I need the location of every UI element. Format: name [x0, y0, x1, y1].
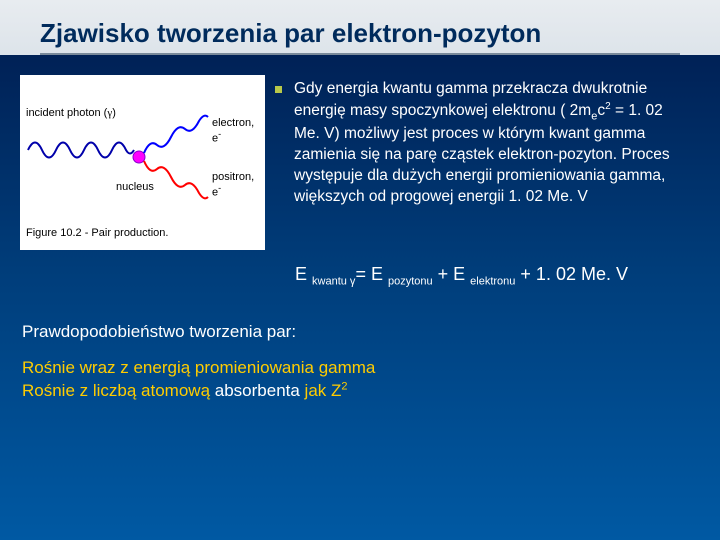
eq-plus1: + E: [433, 264, 471, 284]
bullet-item: Gdy energia kwantu gamma przekracza dwuk…: [275, 79, 690, 208]
label-nucleus: nucleus: [116, 181, 154, 193]
label-electron: electron, e-: [212, 117, 265, 145]
label-positron-sup: -: [218, 183, 221, 193]
nucleus-circle: [133, 151, 145, 163]
eq-E1: E: [295, 264, 312, 284]
prob-line-2: Rośnie z liczbą atomową absorbenta jak Z…: [22, 379, 720, 403]
bullet-text-mid1: c: [597, 102, 605, 119]
energy-equation: E kwantu γ= E pozytonu + E elektronu + 1…: [0, 250, 720, 288]
label-incident-photon: incident photon (γ): [26, 107, 116, 119]
prob-line2-sup: 2: [341, 381, 347, 393]
label-positron: positron, e-: [212, 171, 265, 199]
eq-sub-pozytonu: pozytonu: [388, 276, 433, 288]
probability-lines: Rośnie wraz z energią promieniowania gam…: [0, 342, 720, 404]
bullet-text: Gdy energia kwantu gamma przekracza dwuk…: [294, 79, 690, 208]
bullet-square-icon: [275, 86, 282, 93]
prob-line2-white: absorbenta: [210, 381, 305, 400]
label-incident-close: ): [112, 107, 116, 119]
figure-caption: Figure 10.2 - Pair production.: [26, 227, 168, 239]
eq-tail: + 1. 02 Me. V: [515, 264, 628, 284]
incident-photon-wave: [28, 143, 134, 158]
content-row: incident photon (γ) electron, e- nucleus…: [0, 55, 720, 250]
pair-production-figure: incident photon (γ) electron, e- nucleus…: [20, 75, 265, 250]
label-electron-sup: -: [218, 129, 221, 139]
figure-svg: [20, 75, 265, 250]
prob-line2-y2: jak Z: [305, 381, 342, 400]
eq-eq1: = E: [355, 264, 388, 284]
prob-line2-y1: Rośnie z liczbą atomową: [22, 381, 210, 400]
electron-wave: [144, 116, 208, 153]
title-bar: Zjawisko tworzenia par elektron-pozyton: [0, 0, 720, 55]
prob-line-1: Rośnie wraz z energią promieniowania gam…: [22, 356, 720, 380]
label-incident-text: incident photon (: [26, 107, 107, 119]
eq-sub-kwantu: kwantu γ: [312, 276, 355, 288]
eq-sub-elektronu: elektronu: [470, 276, 515, 288]
slide-title: Zjawisko tworzenia par elektron-pozyton: [0, 0, 720, 53]
bullet-column: Gdy energia kwantu gamma przekracza dwuk…: [275, 75, 690, 250]
probability-heading: Prawdopodobieństwo tworzenia par:: [0, 288, 720, 342]
